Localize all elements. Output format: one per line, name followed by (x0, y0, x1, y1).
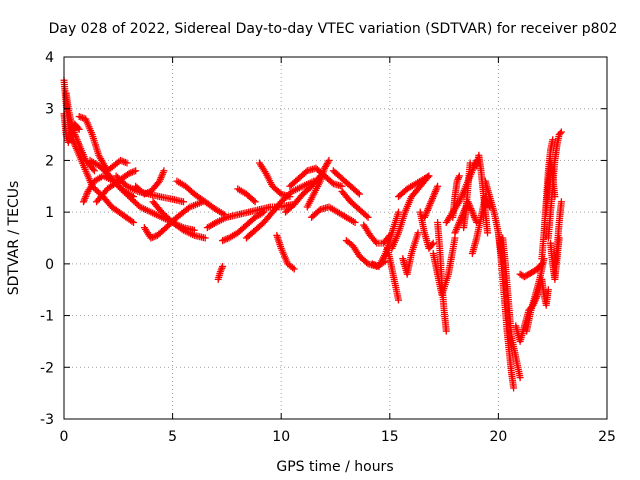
data-point (286, 193, 294, 201)
data-point (454, 175, 462, 183)
data-point (324, 158, 332, 166)
data-point (425, 172, 433, 180)
y-tick-label: 0 (45, 257, 54, 273)
data-point (484, 229, 492, 237)
data-point (289, 264, 297, 272)
y-tick-label: -1 (40, 309, 54, 325)
y-tick-label: 2 (45, 153, 54, 169)
data-point (510, 384, 518, 392)
data-point (557, 198, 565, 206)
data-point (442, 327, 450, 335)
x-tick-labels: 0 5 10 15 20 25 (60, 429, 616, 445)
data-point (371, 238, 379, 246)
x-tick-label: 25 (598, 429, 616, 445)
plot-frame (63, 56, 608, 420)
data-point (132, 167, 140, 175)
data-point (290, 265, 298, 273)
data-point (394, 296, 402, 304)
data-point (556, 129, 564, 137)
chart-title: Day 028 of 2022, Sidereal Day-to-day VTE… (49, 21, 618, 37)
y-tick-labels: -3 -2 -1 0 1 2 3 4 (40, 50, 54, 428)
data-point (355, 190, 363, 198)
data-point (364, 213, 372, 221)
data-point (89, 165, 97, 173)
x-tick-label: 10 (272, 429, 290, 445)
y-tick-label: 1 (45, 205, 54, 221)
data-point (123, 159, 131, 167)
data-point (455, 172, 463, 180)
data-point (128, 217, 136, 225)
data-point (219, 262, 227, 270)
data-point (75, 125, 83, 133)
data-point (423, 173, 431, 181)
data-point (516, 374, 524, 382)
data-point (90, 167, 98, 175)
y-tick-label: 4 (45, 50, 54, 66)
data-point (414, 229, 422, 237)
x-tick-label: 15 (381, 429, 399, 445)
data-point (429, 239, 437, 247)
axis-ticks (63, 56, 608, 420)
data-point (394, 208, 402, 216)
data-point (455, 174, 463, 182)
data-point (179, 198, 187, 206)
x-tick-label: 0 (60, 429, 69, 445)
data-point (354, 189, 362, 197)
data-point (428, 240, 436, 248)
y-tick-label: -3 (40, 412, 54, 428)
data-point (363, 212, 371, 220)
data-point (557, 128, 565, 136)
data-point (466, 159, 474, 167)
y-axis-label: SDTVAR / TECUs (6, 181, 22, 296)
grid-lines (64, 57, 607, 419)
data-point (549, 136, 557, 144)
data-point (544, 286, 552, 294)
data-point (251, 198, 259, 206)
data-point (160, 167, 168, 175)
data-point (434, 182, 442, 190)
y-tick-label: 3 (45, 102, 54, 118)
data-point (250, 197, 258, 205)
x-tick-label: 20 (489, 429, 507, 445)
data-point (260, 208, 268, 216)
data-point (201, 234, 209, 242)
data-points (60, 76, 565, 392)
data-point (130, 218, 138, 226)
x-axis-label: GPS time / hours (276, 459, 393, 475)
y-tick-label: -2 (40, 360, 54, 376)
data-point (325, 156, 333, 164)
x-tick-label: 5 (168, 429, 177, 445)
data-point (351, 218, 359, 226)
